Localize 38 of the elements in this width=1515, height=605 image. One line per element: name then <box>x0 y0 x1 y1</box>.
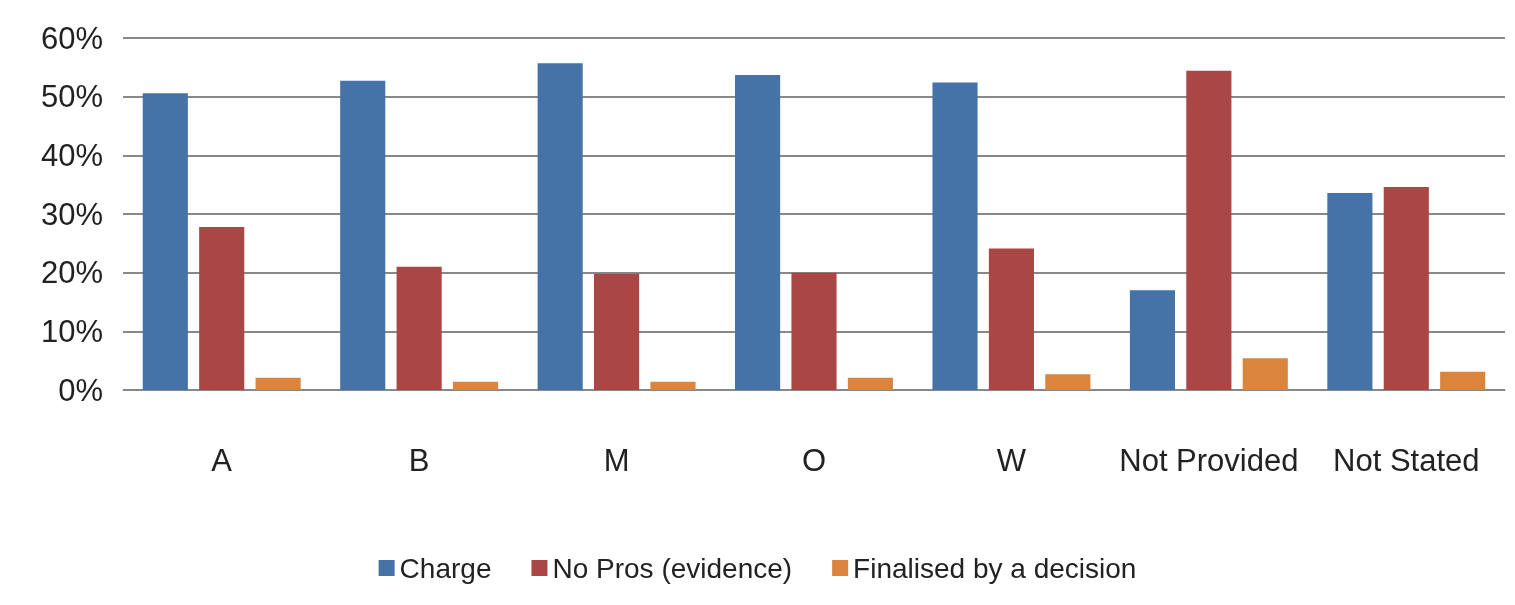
bar <box>1045 374 1091 390</box>
x-tick-label: Not Stated <box>1333 443 1480 478</box>
bar <box>1242 358 1288 390</box>
legend-label: Charge <box>399 552 492 584</box>
y-tick-label: 40% <box>40 137 103 173</box>
bar <box>1327 192 1373 390</box>
bar <box>735 74 781 390</box>
bar <box>847 377 893 390</box>
bar <box>1186 70 1232 390</box>
x-tick-label: O <box>801 443 827 478</box>
bar <box>1129 290 1176 390</box>
y-tick-label: 20% <box>40 255 103 291</box>
bar <box>1383 187 1429 390</box>
y-tick-label: 60% <box>40 20 103 56</box>
bar <box>199 226 245 390</box>
bar <box>1440 371 1486 390</box>
x-tick-label: W <box>996 443 1027 478</box>
bar <box>650 381 696 390</box>
x-tick-label: M <box>603 443 630 478</box>
bar <box>452 381 499 390</box>
legend-label: No Pros (evidence) <box>552 552 793 584</box>
y-tick-label: 50% <box>40 79 103 115</box>
legend-label: Finalised by a decision <box>853 552 1137 584</box>
x-tick-label: Not Provided <box>1119 443 1299 478</box>
bar <box>340 80 386 390</box>
y-tick-label: 0% <box>58 372 103 408</box>
bar <box>142 93 188 390</box>
x-tick-label: B <box>408 443 430 478</box>
bar <box>932 82 978 390</box>
bar <box>594 273 640 390</box>
bar <box>255 377 301 390</box>
bar <box>791 272 837 390</box>
x-tick-label: A <box>211 443 233 478</box>
bar <box>988 248 1034 390</box>
bar <box>537 63 583 390</box>
bar <box>396 266 442 390</box>
y-tick-label: 30% <box>40 196 103 232</box>
y-tick-label: 10% <box>40 313 103 349</box>
